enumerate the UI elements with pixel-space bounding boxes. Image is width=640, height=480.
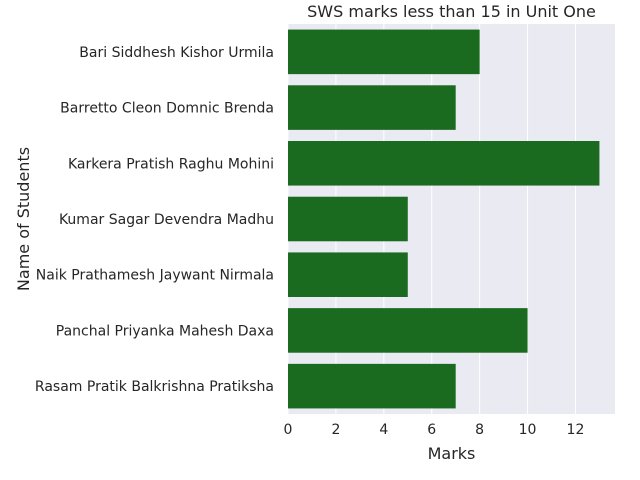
x-tick-label: 2 — [331, 422, 340, 438]
bar — [288, 29, 480, 75]
y-tick-label: Naik Prathamesh Jaywant Nirmala — [36, 268, 274, 284]
bar — [288, 363, 456, 409]
chart-title: SWS marks less than 15 in Unit One — [307, 2, 596, 21]
y-tick-labels: Bari Siddhesh Kishor Urmila Barretto Cleo… — [35, 45, 274, 395]
x-tick-labels: 0 2 4 6 8 10 12 — [284, 422, 585, 438]
bar — [288, 141, 600, 186]
y-tick-label: Rasam Pratik Balkrishna Pratiksha — [35, 379, 274, 395]
bar — [288, 196, 408, 242]
x-tick-label: 10 — [519, 422, 537, 438]
x-tick-label: 8 — [475, 422, 484, 438]
bar — [288, 308, 528, 353]
x-axis-title: Marks — [428, 444, 476, 463]
bar — [288, 85, 456, 130]
x-tick-label: 6 — [427, 422, 436, 438]
x-tick-label: 0 — [284, 422, 293, 438]
x-tick-label: 4 — [379, 422, 388, 438]
bars — [288, 29, 600, 409]
y-tick-label: Bari Siddhesh Kishor Urmila — [79, 45, 274, 61]
y-tick-label: Barretto Cleon Domnic Brenda — [60, 101, 274, 117]
bar — [288, 252, 408, 297]
y-axis-title: Name of Students — [14, 147, 33, 291]
x-tick-label: 12 — [567, 422, 585, 438]
y-tick-label: Karkera Pratish Raghu Mohini — [68, 156, 274, 172]
y-tick-label: Kumar Sagar Devendra Madhu — [59, 212, 274, 228]
y-tick-label: Panchal Priyanka Mahesh Daxa — [56, 323, 274, 339]
